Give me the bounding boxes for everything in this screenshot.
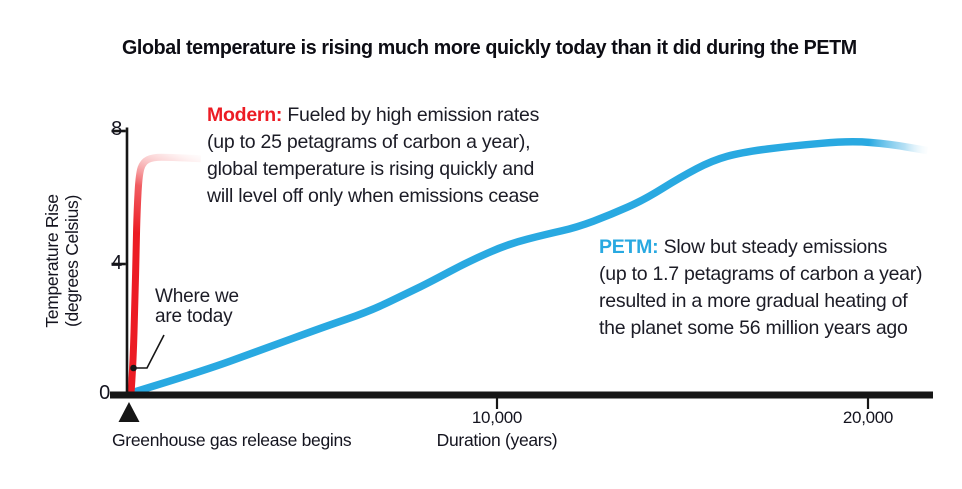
y-tick-label-8: 8	[111, 118, 122, 140]
figure-title: Global temperature is rising much more q…	[122, 36, 857, 59]
event-triangle-marker	[118, 402, 140, 422]
y-axis-label-line2: (degrees Celsius)	[62, 194, 82, 328]
y-tick-label-0: 0	[99, 382, 110, 404]
x-tick-label-10000: 10,000	[471, 408, 523, 427]
today-annotation-line1: Where we	[155, 286, 239, 307]
modern-annotation-line3: global temperature is rising quickly and	[207, 158, 535, 180]
petm-annotation-line2: (up to 1.7 petagrams of carbon a year)	[599, 263, 923, 285]
origin-event-label: Greenhouse gas release begins	[112, 430, 352, 450]
modern-annotation-text1: Fueled by high emission rates	[282, 104, 540, 126]
modern-curve	[127, 153, 202, 394]
today-annotation: Where we are today	[155, 287, 239, 327]
today-leader-line	[134, 334, 165, 369]
modern-annotation-line4: will level off only when emissions cease	[207, 185, 540, 207]
y-axis-label-line1: Temperature Rise	[42, 194, 62, 328]
today-annotation-line2: are today	[155, 306, 233, 327]
petm-curve	[129, 138, 929, 397]
modern-annotation-line1: Modern: Fueled by high emission rates	[207, 102, 539, 129]
modern-annotation: Modern: Fueled by high emission rates (u…	[207, 102, 539, 210]
modern-series-label: Modern:	[207, 104, 283, 126]
petm-series-label: PETM:	[599, 236, 659, 258]
petm-annotation-line4: the planet some 56 million years ago	[599, 317, 908, 339]
y-axis-label: Temperature Rise (degrees Celsius)	[42, 194, 82, 327]
petm-annotation-text1: Slow but steady emissions	[658, 236, 888, 258]
petm-annotation-line1: PETM: Slow but steady emissions	[599, 234, 922, 261]
curve-layer	[127, 138, 929, 397]
petm-annotation-line3: resulted in a more gradual heating of	[599, 290, 908, 312]
petm-annotation: PETM: Slow but steady emissions (up to 1…	[599, 234, 923, 342]
x-axis-label: Duration (years)	[436, 430, 558, 450]
modern-annotation-line2: (up to 25 petagrams of carbon a year),	[207, 131, 531, 153]
today-point-dot	[130, 364, 137, 372]
y-tick-label-4: 4	[111, 252, 122, 274]
x-tick-label-20000: 20,000	[842, 408, 894, 427]
